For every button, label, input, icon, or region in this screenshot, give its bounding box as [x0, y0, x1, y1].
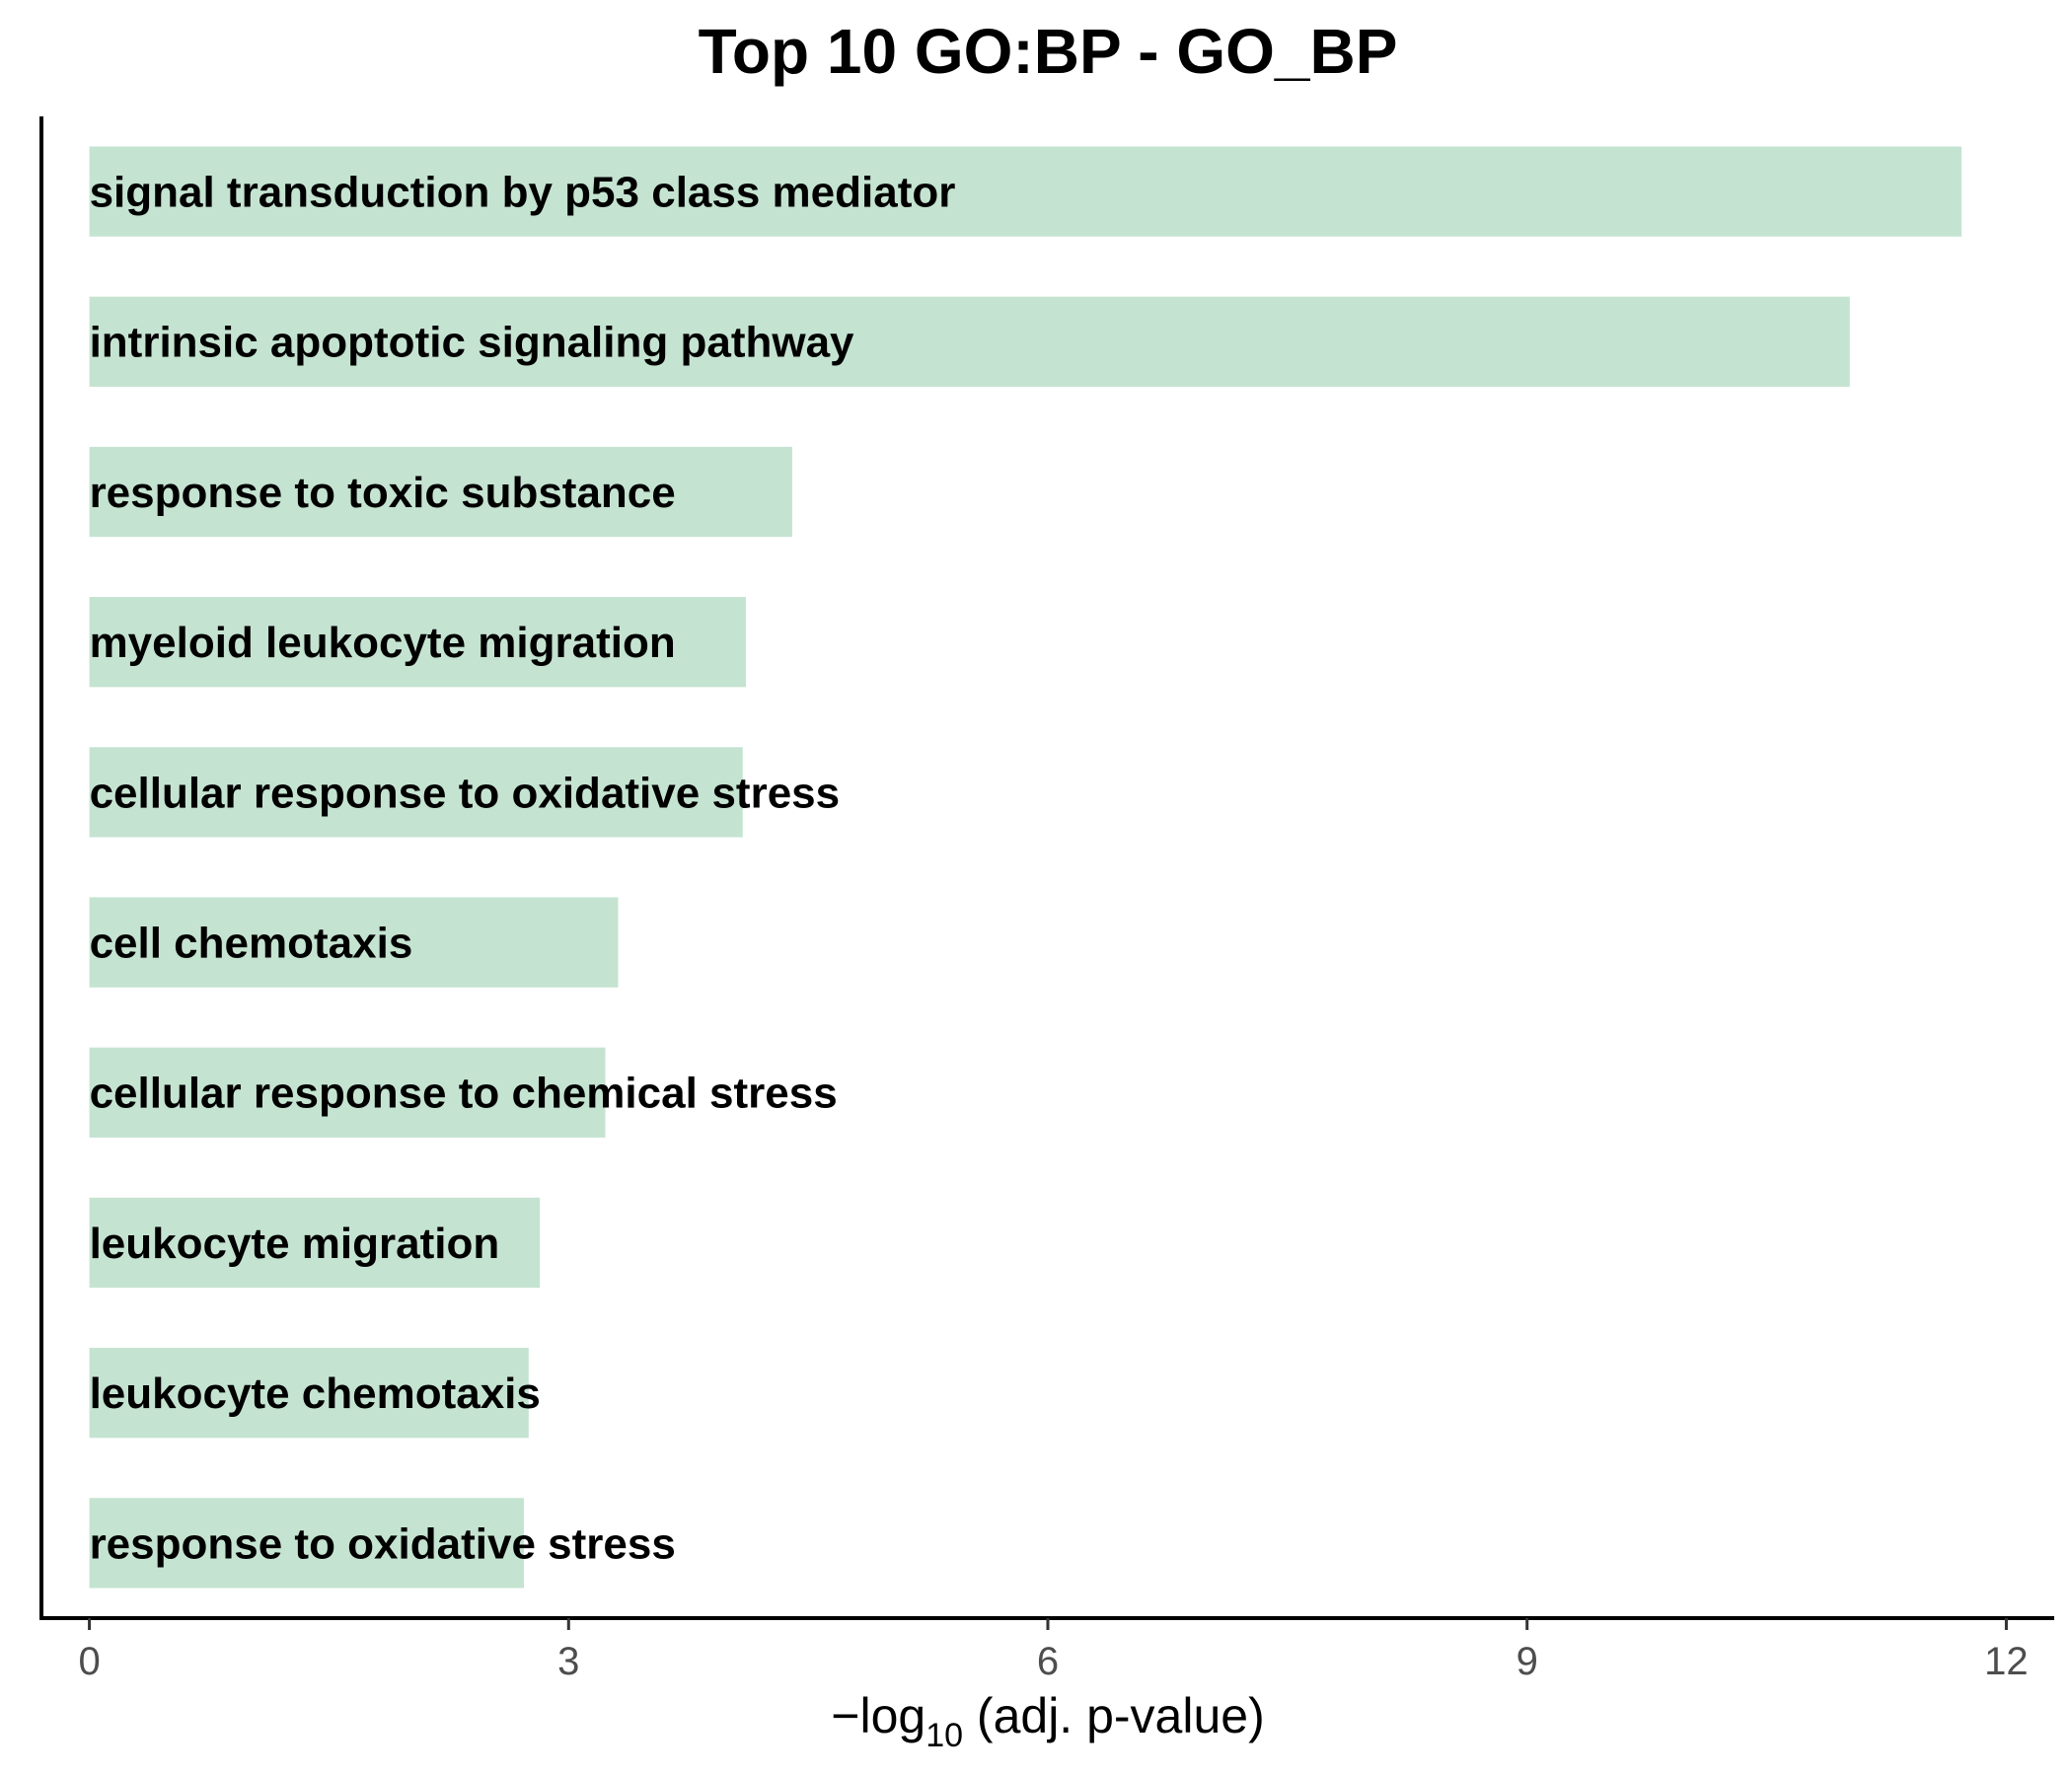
x-tick-label: 6 [1037, 1640, 1059, 1683]
chart-title: Top 10 GO:BP - GO_BP [699, 16, 1398, 87]
bar [89, 747, 743, 838]
x-axis-title-subscript: 10 [925, 1717, 963, 1754]
bar-label: myeloid leukocyte migration [90, 619, 676, 667]
bar [89, 446, 792, 538]
x-axis-title: −log10 (adj. p-value) [831, 1688, 1264, 1754]
x-tick-label: 12 [1984, 1640, 2029, 1683]
x-axis-ticks: 0 3 6 9 12 [78, 1618, 2029, 1683]
bar-label: cellular response to chemical stress [90, 1070, 838, 1118]
bars-group [89, 146, 1962, 1589]
bar [89, 1047, 606, 1138]
bar [89, 1197, 541, 1289]
bar-label: leukocyte migration [90, 1220, 500, 1268]
bar-label: signal transduction by p53 class mediato… [90, 169, 956, 217]
bar-label: cellular response to oxidative stress [90, 769, 841, 817]
bar-label: response to toxic substance [90, 469, 676, 517]
bar [89, 296, 1850, 387]
bar-labels-group: signal transduction by p53 class mediato… [90, 169, 956, 1569]
bar-label: cell chemotaxis [90, 920, 413, 968]
bar-label: intrinsic apoptotic signaling pathway [90, 319, 854, 367]
x-axis-title-suffix: (adj. p-value) [963, 1688, 1265, 1743]
bar [89, 146, 1962, 237]
x-tick-label: 9 [1517, 1640, 1538, 1683]
x-tick-label: 3 [557, 1640, 579, 1683]
bar-label: response to oxidative stress [90, 1519, 676, 1568]
bar [89, 597, 747, 688]
bar [89, 1348, 529, 1439]
bar [89, 1498, 524, 1589]
x-tick-label: 0 [78, 1640, 100, 1683]
bar-label: leukocyte chemotaxis [90, 1369, 541, 1418]
bar [89, 897, 619, 988]
x-axis-title-prefix: −log [831, 1688, 925, 1743]
